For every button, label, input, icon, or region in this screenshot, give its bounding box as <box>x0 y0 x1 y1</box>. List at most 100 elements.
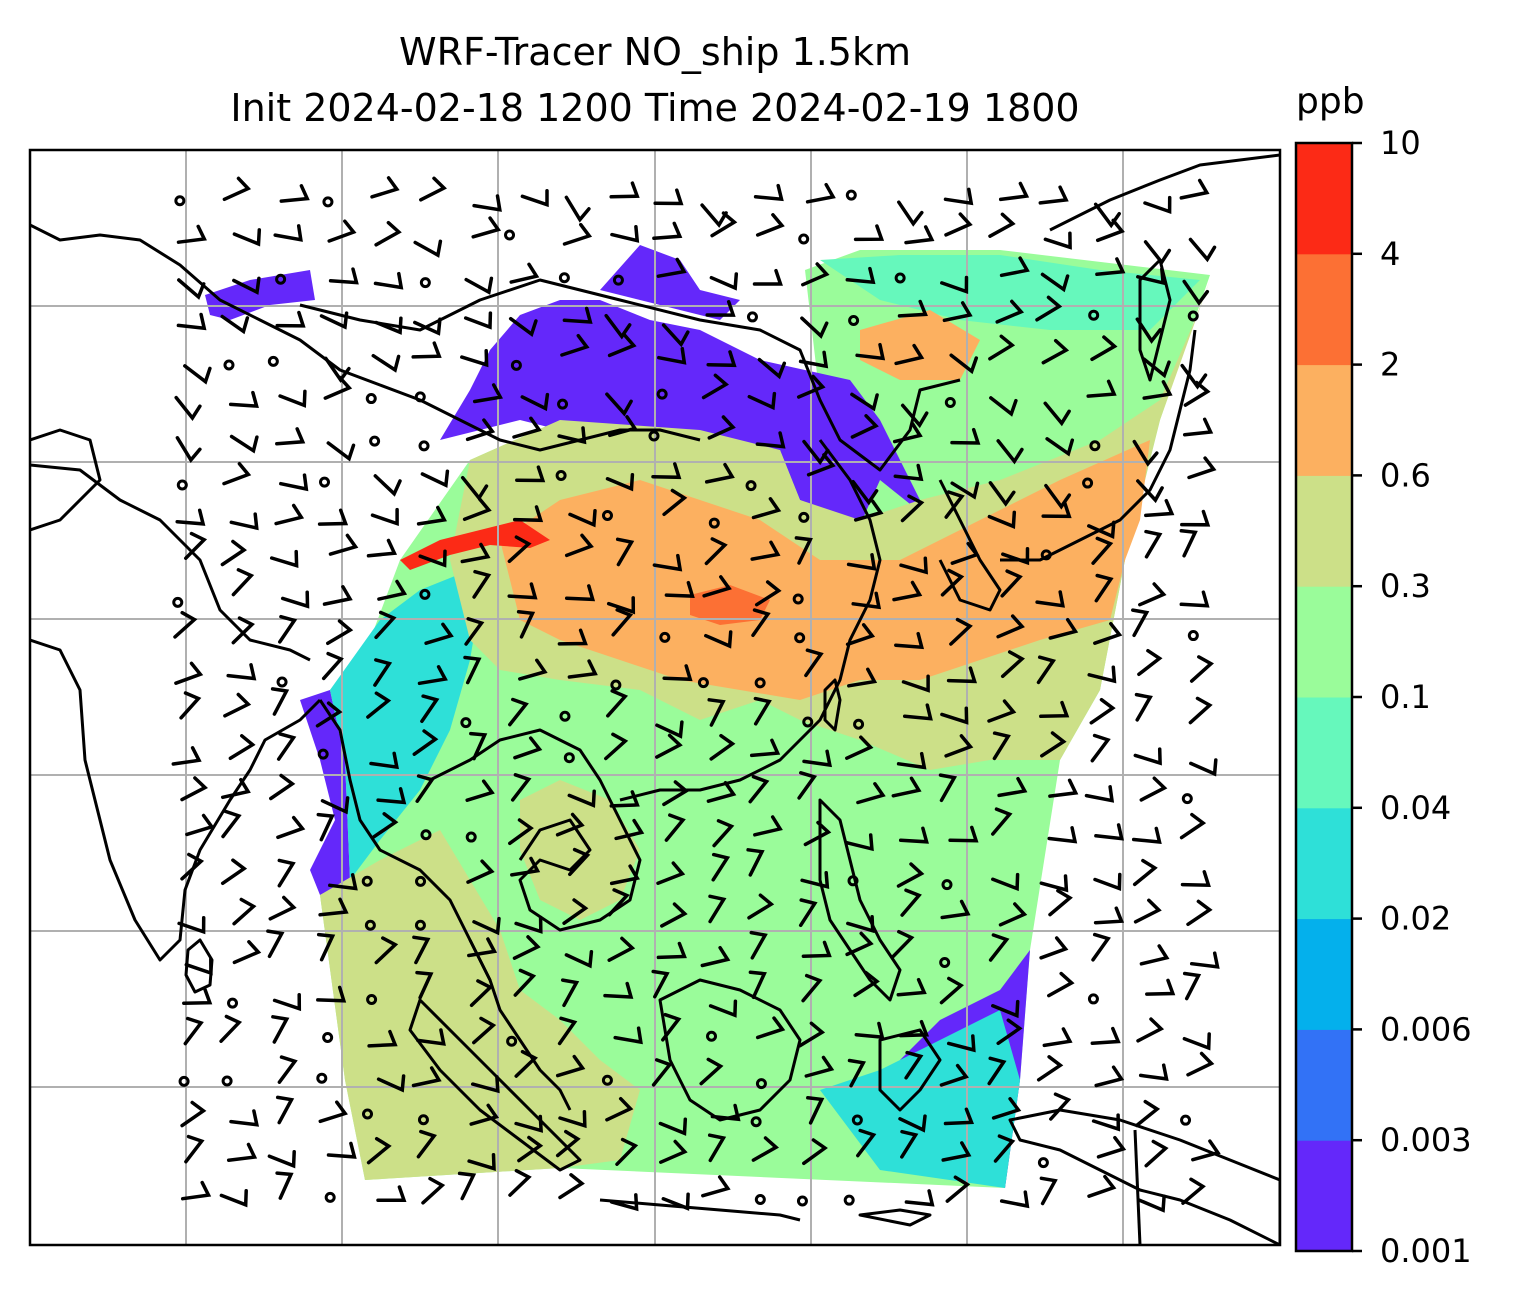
wind-barb <box>988 334 1016 361</box>
wind-barb <box>1133 747 1162 766</box>
wind-barb <box>652 553 683 572</box>
calm-wind-circle <box>798 511 810 523</box>
wind-barb <box>513 736 543 760</box>
calm-wind-circle <box>504 229 516 241</box>
wind-barb <box>173 610 198 639</box>
wind-barb <box>174 395 202 422</box>
wind-barb <box>899 556 928 575</box>
wind-barb <box>558 1109 587 1129</box>
wind-barb <box>463 655 482 685</box>
wind-barb <box>1036 655 1057 685</box>
wind-barb <box>801 262 830 287</box>
wind-barb <box>804 1055 835 1078</box>
wind-barb <box>1182 971 1202 1001</box>
wind-barb <box>939 1063 969 1087</box>
wind-barb <box>271 1015 290 1044</box>
calm-wind-circle <box>802 716 814 728</box>
wind-barb <box>606 689 629 718</box>
wind-barb <box>1181 1177 1206 1205</box>
colorbar-segment <box>1296 143 1352 255</box>
calm-wind-circle <box>178 1075 190 1087</box>
wind-barb <box>177 278 206 300</box>
wind-barb <box>416 505 447 526</box>
wind-barb <box>1191 1139 1221 1162</box>
wind-barb <box>991 999 1020 1019</box>
wind-barb <box>1189 655 1214 683</box>
colorbar-tick-label: 0.3 <box>1380 567 1431 605</box>
wind-barb <box>1049 1092 1072 1121</box>
field-fringe-top <box>600 245 740 320</box>
wind-calm-circles <box>172 189 1199 1207</box>
calm-wind-circle <box>1082 477 1094 489</box>
calm-wind-circle <box>847 875 859 887</box>
wind-barb <box>753 696 772 726</box>
wind-barb <box>902 703 933 721</box>
wind-barb <box>1035 590 1065 608</box>
wind-barb <box>609 1193 639 1212</box>
wind-barb <box>662 780 690 807</box>
wind-barb <box>1047 971 1075 998</box>
wind-barb <box>557 1016 578 1046</box>
wind-barb <box>1138 582 1167 607</box>
wind-barb <box>277 858 296 888</box>
wind-barb <box>366 1136 392 1165</box>
calm-wind-circle <box>276 676 288 688</box>
calm-wind-circle <box>418 440 430 452</box>
colorbar-tick-label: 0.1 <box>1380 678 1431 716</box>
wind-barb <box>615 537 635 567</box>
wind-barb <box>896 862 925 888</box>
wind-barb <box>651 462 682 480</box>
wind-barb <box>753 183 784 202</box>
wind-barb <box>801 973 823 1003</box>
wind-barb <box>748 970 767 1000</box>
wind-barb <box>1143 195 1172 215</box>
wind-barb <box>853 224 885 242</box>
wind-barb <box>460 542 491 564</box>
wind-barb <box>1089 697 1116 725</box>
wind-barb <box>512 416 542 439</box>
wind-barb <box>320 796 350 815</box>
wind-barb <box>609 790 640 808</box>
wind-barb <box>998 181 1030 202</box>
wind-barb <box>946 1034 976 1053</box>
coast-indochina <box>429 728 642 932</box>
wind-barb <box>514 1049 538 1078</box>
wind-barb <box>754 580 782 607</box>
wind-barb <box>900 1129 919 1159</box>
wind-barb <box>700 945 731 968</box>
wind-barb <box>418 549 447 568</box>
wind-barb <box>1094 573 1114 603</box>
wind-barb <box>753 815 783 837</box>
calm-wind-circle <box>944 396 956 408</box>
calm-wind-circle <box>558 272 570 284</box>
wind-barb <box>803 820 832 847</box>
wind-barb <box>898 1019 930 1038</box>
wind-barb <box>987 510 1017 529</box>
wind-barb <box>604 313 632 340</box>
wind-barb <box>1096 1135 1127 1159</box>
coast-japan <box>1000 329 1197 562</box>
wind-barb <box>900 494 925 523</box>
wind-barb <box>747 893 775 920</box>
coast-srilanka <box>184 938 214 994</box>
wind-barb <box>1182 279 1210 306</box>
wind-barb <box>560 978 580 1008</box>
wind-barb <box>273 224 303 242</box>
wind-barb <box>1090 733 1111 763</box>
wind-barb <box>701 1175 731 1198</box>
wind-barb <box>269 549 299 568</box>
coast-malay <box>468 939 572 1111</box>
wind-barb <box>707 698 726 727</box>
wind-barb <box>607 333 637 358</box>
wind-barb <box>845 735 874 760</box>
calm-wind-circle <box>322 196 334 208</box>
wind-barb <box>847 1058 866 1088</box>
coast-taiwan <box>823 678 842 732</box>
wind-barb <box>510 856 541 877</box>
calm-wind-circle <box>1187 310 1199 322</box>
wind-barb <box>373 658 393 687</box>
wind-barb <box>1188 696 1213 725</box>
wind-barb <box>904 1189 935 1207</box>
coast-java <box>599 1198 801 1222</box>
